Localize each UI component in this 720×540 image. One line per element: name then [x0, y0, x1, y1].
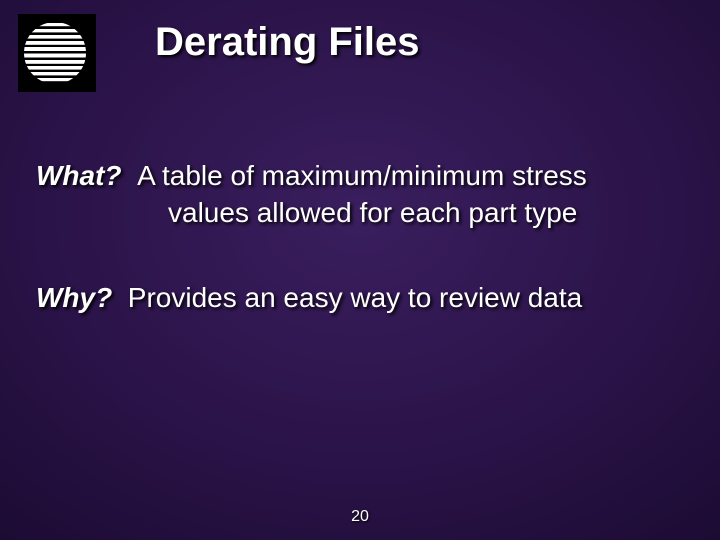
why-label: Why? — [36, 282, 112, 313]
what-answer-line1: A table of maximum/minimum stress — [137, 160, 587, 191]
why-answer: Provides an easy way to review data — [128, 282, 582, 313]
what-row: What? A table of maximum/minimum stress … — [36, 158, 696, 230]
what-label: What? — [36, 160, 122, 191]
sphere-icon — [22, 20, 88, 86]
why-row: Why? Provides an easy way to review data — [36, 280, 696, 315]
slide-content: What? A table of maximum/minimum stress … — [36, 158, 696, 365]
page-number: 20 — [0, 508, 720, 526]
what-answer-line2: values allowed for each part type — [168, 195, 696, 230]
logo-box — [18, 14, 96, 92]
slide-title: Derating Files — [155, 20, 420, 65]
